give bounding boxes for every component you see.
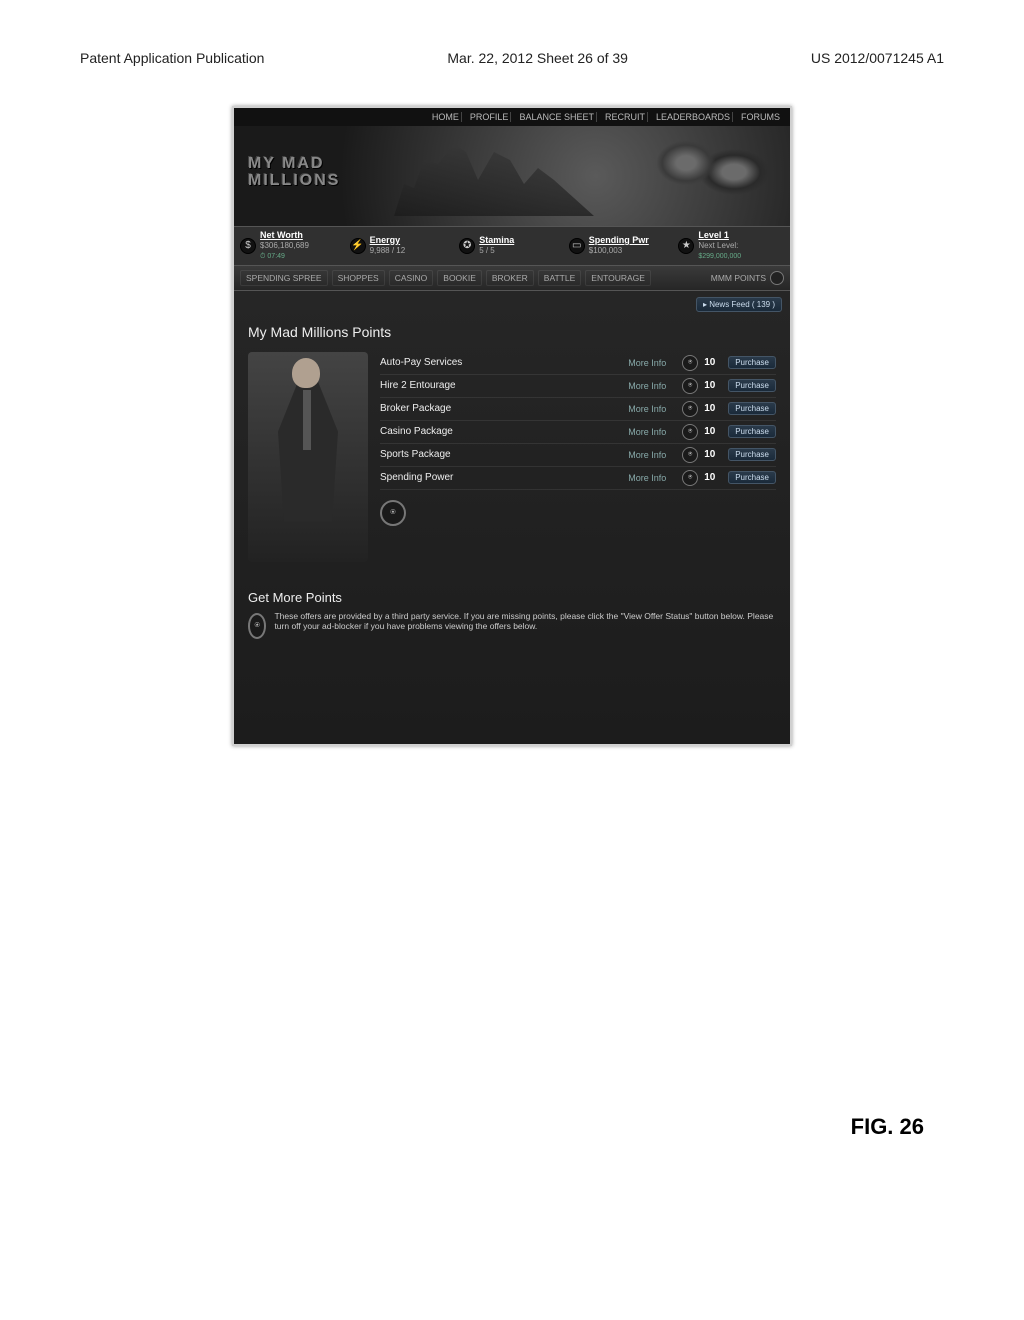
stat-level: ★ Level 1 Next Level: $299,000,000 [678,231,784,261]
tab-entourage[interactable]: ENTOURAGE [585,270,651,286]
item-row: Spending Power More Info ⍟ 10 Purchase [380,467,776,490]
header-left: Patent Application Publication [80,50,264,66]
bolt-icon: ⚡ [350,238,366,254]
purchase-button[interactable]: Purchase [728,425,776,438]
offers-text: These offers are provided by a third par… [274,611,776,632]
main-panel: My Mad Millions Points Auto-Pay Services… [234,318,790,653]
panel-title: My Mad Millions Points [248,324,776,340]
card-icon: ▭ [569,238,585,254]
item-price: 10 [704,357,722,368]
section2-title: Get More Points [248,590,776,605]
purchase-button[interactable]: Purchase [728,471,776,484]
coin-icon: ⍟ [682,401,698,417]
stat-networth-label: Net Worth [260,230,303,240]
item-name: Spending Power [380,472,622,483]
tab-broker[interactable]: BROKER [486,270,534,286]
figure-label: FIG. 26 [851,1114,924,1140]
coin-icon: ⍟ [682,378,698,394]
stat-level-value: Next Level: [698,241,738,250]
item-row: Hire 2 Entourage More Info ⍟ 10 Purchase [380,375,776,398]
hero-figures [650,136,770,226]
newsfeed-button[interactable]: ▸ News Feed ( 139 ) [696,297,782,312]
top-nav: HOME PROFILE BALANCE SHEET RECRUIT LEADE… [234,108,790,126]
get-more-points: Get More Points ⍟ These offers are provi… [248,590,776,639]
nav-forums[interactable]: FORUMS [739,112,782,122]
stat-energy: ⚡ Energy 9,988 / 12 [350,231,456,261]
items-list: Auto-Pay ServicesMore Info⍟10PurchaseHir… [380,352,776,562]
more-info-link[interactable]: More Info [628,381,676,391]
stat-stamina-label: Stamina [479,235,514,245]
game-screenshot: HOME PROFILE BALANCE SHEET RECRUIT LEADE… [232,106,792,746]
coin-icon: ⍟ [682,424,698,440]
coin-icon: ⍟ [682,470,698,486]
item-price: 10 [704,426,722,437]
purchase-button[interactable]: Purchase [728,379,776,392]
item-price: 10 [704,472,722,483]
nav-leaderboards[interactable]: LEADERBOARDS [654,112,733,122]
tab-bookie[interactable]: BOOKIE [437,270,482,286]
more-info-link[interactable]: More Info [628,473,676,483]
logo-line1: MY MAD [248,156,340,173]
shield-icon: ✪ [459,238,475,254]
mmm-points-label[interactable]: MMM POINTS [711,273,766,283]
character-art [248,352,368,562]
coin-icon: ⍟ [682,355,698,371]
game-logo: MY MAD MILLIONS [248,156,340,190]
more-info-link[interactable]: More Info [628,427,676,437]
item-price: 10 [704,380,722,391]
nav-balance[interactable]: BALANCE SHEET [517,112,597,122]
skyline-art [394,136,594,216]
coin-icon: ⍟ [682,447,698,463]
item-name: Sports Package [380,449,622,460]
stat-spend-label: Spending Pwr [589,235,649,245]
header-right: US 2012/0071245 A1 [811,50,944,66]
item-name: Hire 2 Entourage [380,380,622,391]
coin-icon: ⍟ [248,613,266,639]
stat-stamina: ✪ Stamina 5 / 5 [459,231,565,261]
nav-home[interactable]: HOME [430,112,462,122]
coin-icon [770,271,784,285]
tab-casino[interactable]: CASINO [389,270,434,286]
item-row: Sports Package More Info ⍟ 10 Purchase [380,444,776,467]
star-icon: ★ [678,238,694,254]
stat-spend-value: $100,003 [589,246,622,255]
purchase-button[interactable]: Purchase [728,356,776,369]
doc-header: Patent Application Publication Mar. 22, … [0,0,1024,76]
stat-networth: $ Net Worth $306,180,689 ⏱ 07:49 [240,231,346,261]
tab-shoppes[interactable]: SHOPPES [332,270,385,286]
coin-icon: ⍟ [380,500,406,526]
nav-profile[interactable]: PROFILE [468,112,512,122]
more-info-link[interactable]: More Info [628,450,676,460]
item-row: Broker Package More Info ⍟ 10 Purchase [380,398,776,421]
stat-energy-value: 9,988 / 12 [370,246,406,255]
stat-level-label: Level 1 [698,230,729,240]
purchase-button[interactable]: Purchase [728,402,776,415]
nav-recruit[interactable]: RECRUIT [603,112,648,122]
logo-line2: MILLIONS [248,173,340,190]
stat-networth-value: $306,180,689 [260,241,309,250]
tab-spending-spree[interactable]: SPENDING SPREE [240,270,328,286]
stat-bar: $ Net Worth $306,180,689 ⏱ 07:49 ⚡ Energ… [234,226,790,266]
dollar-icon: $ [240,238,256,254]
stat-level-sub: $299,000,000 [698,253,741,260]
item-name: Auto-Pay Services [380,357,622,368]
item-row: Casino Package More Info ⍟ 10 Purchase [380,421,776,444]
item-row: Auto-Pay Services More Info ⍟ 10 Purchase [380,352,776,375]
header-mid: Mar. 22, 2012 Sheet 26 of 39 [447,50,628,66]
purchase-button[interactable]: Purchase [728,448,776,461]
item-name: Broker Package [380,403,622,414]
newsfeed-row: ▸ News Feed ( 139 ) [234,291,790,318]
item-price: 10 [704,403,722,414]
item-price: 10 [704,449,722,460]
tab-battle[interactable]: BATTLE [538,270,582,286]
sub-tabs: SPENDING SPREE SHOPPES CASINO BOOKIE BRO… [234,266,790,291]
item-name: Casino Package [380,426,622,437]
stat-stamina-value: 5 / 5 [479,246,495,255]
stat-networth-sub: ⏱ 07:49 [260,253,285,260]
stat-energy-label: Energy [370,235,401,245]
hero-banner: MY MAD MILLIONS [234,126,790,226]
stat-spendingpwr: ▭ Spending Pwr $100,003 [569,231,675,261]
more-info-link[interactable]: More Info [628,404,676,414]
more-info-link[interactable]: More Info [628,358,676,368]
